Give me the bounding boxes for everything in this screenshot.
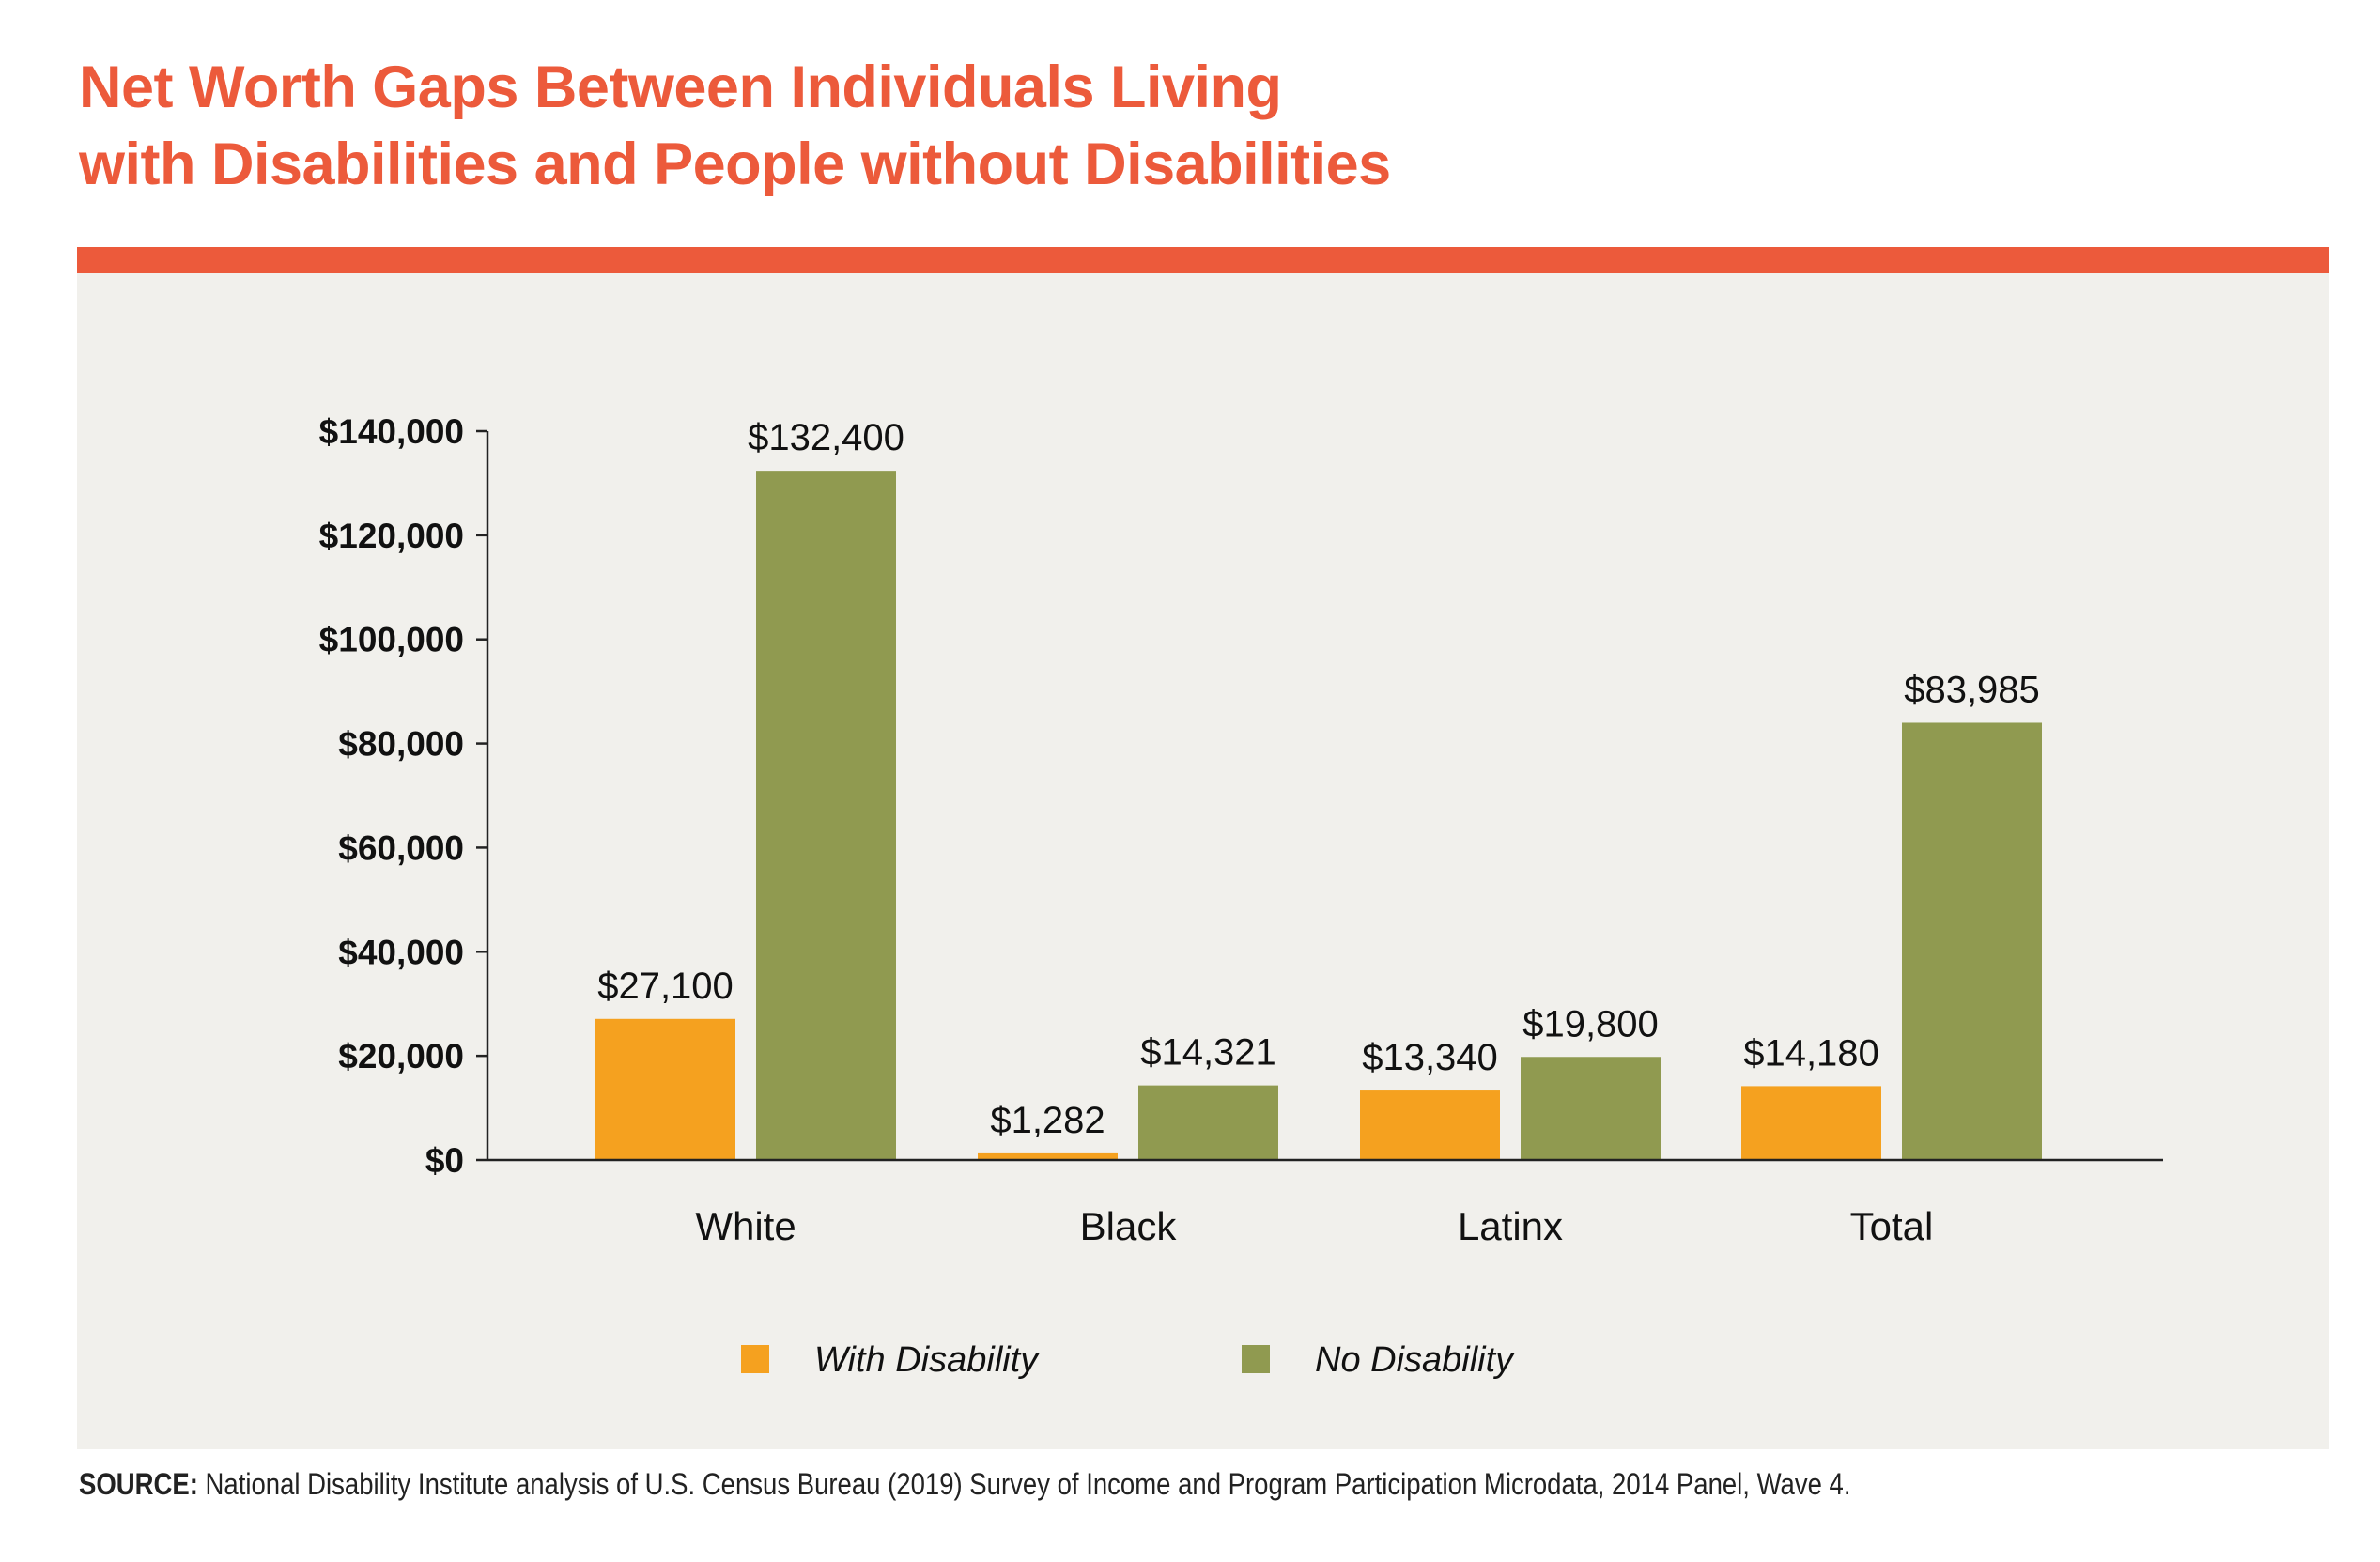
legend-swatch-with-disability	[741, 1345, 769, 1373]
y-tick-label: $40,000	[338, 933, 464, 971]
x-tick-label: Total	[1850, 1204, 1934, 1248]
legend-label-no-disability: No Disability	[1315, 1340, 1515, 1380]
data-label: $13,340	[1362, 1037, 1498, 1078]
y-tick-label: $140,000	[319, 412, 464, 451]
data-label: $132,400	[748, 417, 904, 458]
bars: $27,100 $132,400 $1,282 $14,321 $13,340 $19,8…	[595, 417, 2042, 1160]
data-label: $14,321	[1140, 1032, 1276, 1074]
bar-with-disability-black	[978, 1152, 1118, 1160]
source-note: SOURCE: National Disability Institute an…	[79, 1467, 1851, 1502]
data-label: $83,985	[1904, 669, 2040, 710]
legend: With Disability No Disability	[741, 1340, 1515, 1380]
bar-with-disability-total	[1741, 1086, 1881, 1160]
data-label: $19,800	[1522, 1003, 1659, 1044]
x-tick-label: Latinx	[1458, 1204, 1563, 1248]
y-tick-label: $0	[425, 1141, 464, 1180]
bar-with-disability-latinx	[1360, 1090, 1500, 1160]
source-label: SOURCE:	[79, 1467, 198, 1501]
y-tick-label: $100,000	[319, 621, 464, 659]
bar-no-disability-latinx	[1521, 1057, 1661, 1160]
y-tick-label: $80,000	[338, 725, 464, 764]
x-axis: White Black Latinx Total	[487, 1158, 2163, 1248]
legend-swatch-no-disability	[1242, 1345, 1270, 1373]
x-tick-label: White	[695, 1204, 796, 1248]
bar-no-disability-total	[1902, 722, 2042, 1160]
chart-title-line-2: with Disabilities and People without Dis…	[79, 131, 1391, 197]
chart-title: Net Worth Gaps Between Individuals Livin…	[79, 49, 1770, 203]
bar-with-disability-white	[595, 1018, 735, 1160]
chart-title-line-1: Net Worth Gaps Between Individuals Livin…	[79, 54, 1282, 120]
legend-label-with-disability: With Disability	[814, 1340, 1040, 1380]
y-tick-label: $20,000	[338, 1037, 464, 1075]
title-divider-bar	[77, 247, 2329, 273]
y-tick-label: $60,000	[338, 828, 464, 867]
x-tick-label: Black	[1080, 1204, 1178, 1248]
data-label: $1,282	[990, 1100, 1105, 1141]
bar-no-disability-black	[1138, 1085, 1278, 1160]
data-label: $27,100	[597, 966, 734, 1007]
bar-no-disability-white	[756, 471, 896, 1160]
y-axis: $0 $20,000 $40,000 $60,000 $80,000 $100,000 $1…	[319, 412, 489, 1180]
source-text: National Disability Institute analysis o…	[205, 1467, 1851, 1501]
y-tick-label: $120,000	[319, 517, 464, 555]
data-label: $14,180	[1743, 1032, 1879, 1074]
